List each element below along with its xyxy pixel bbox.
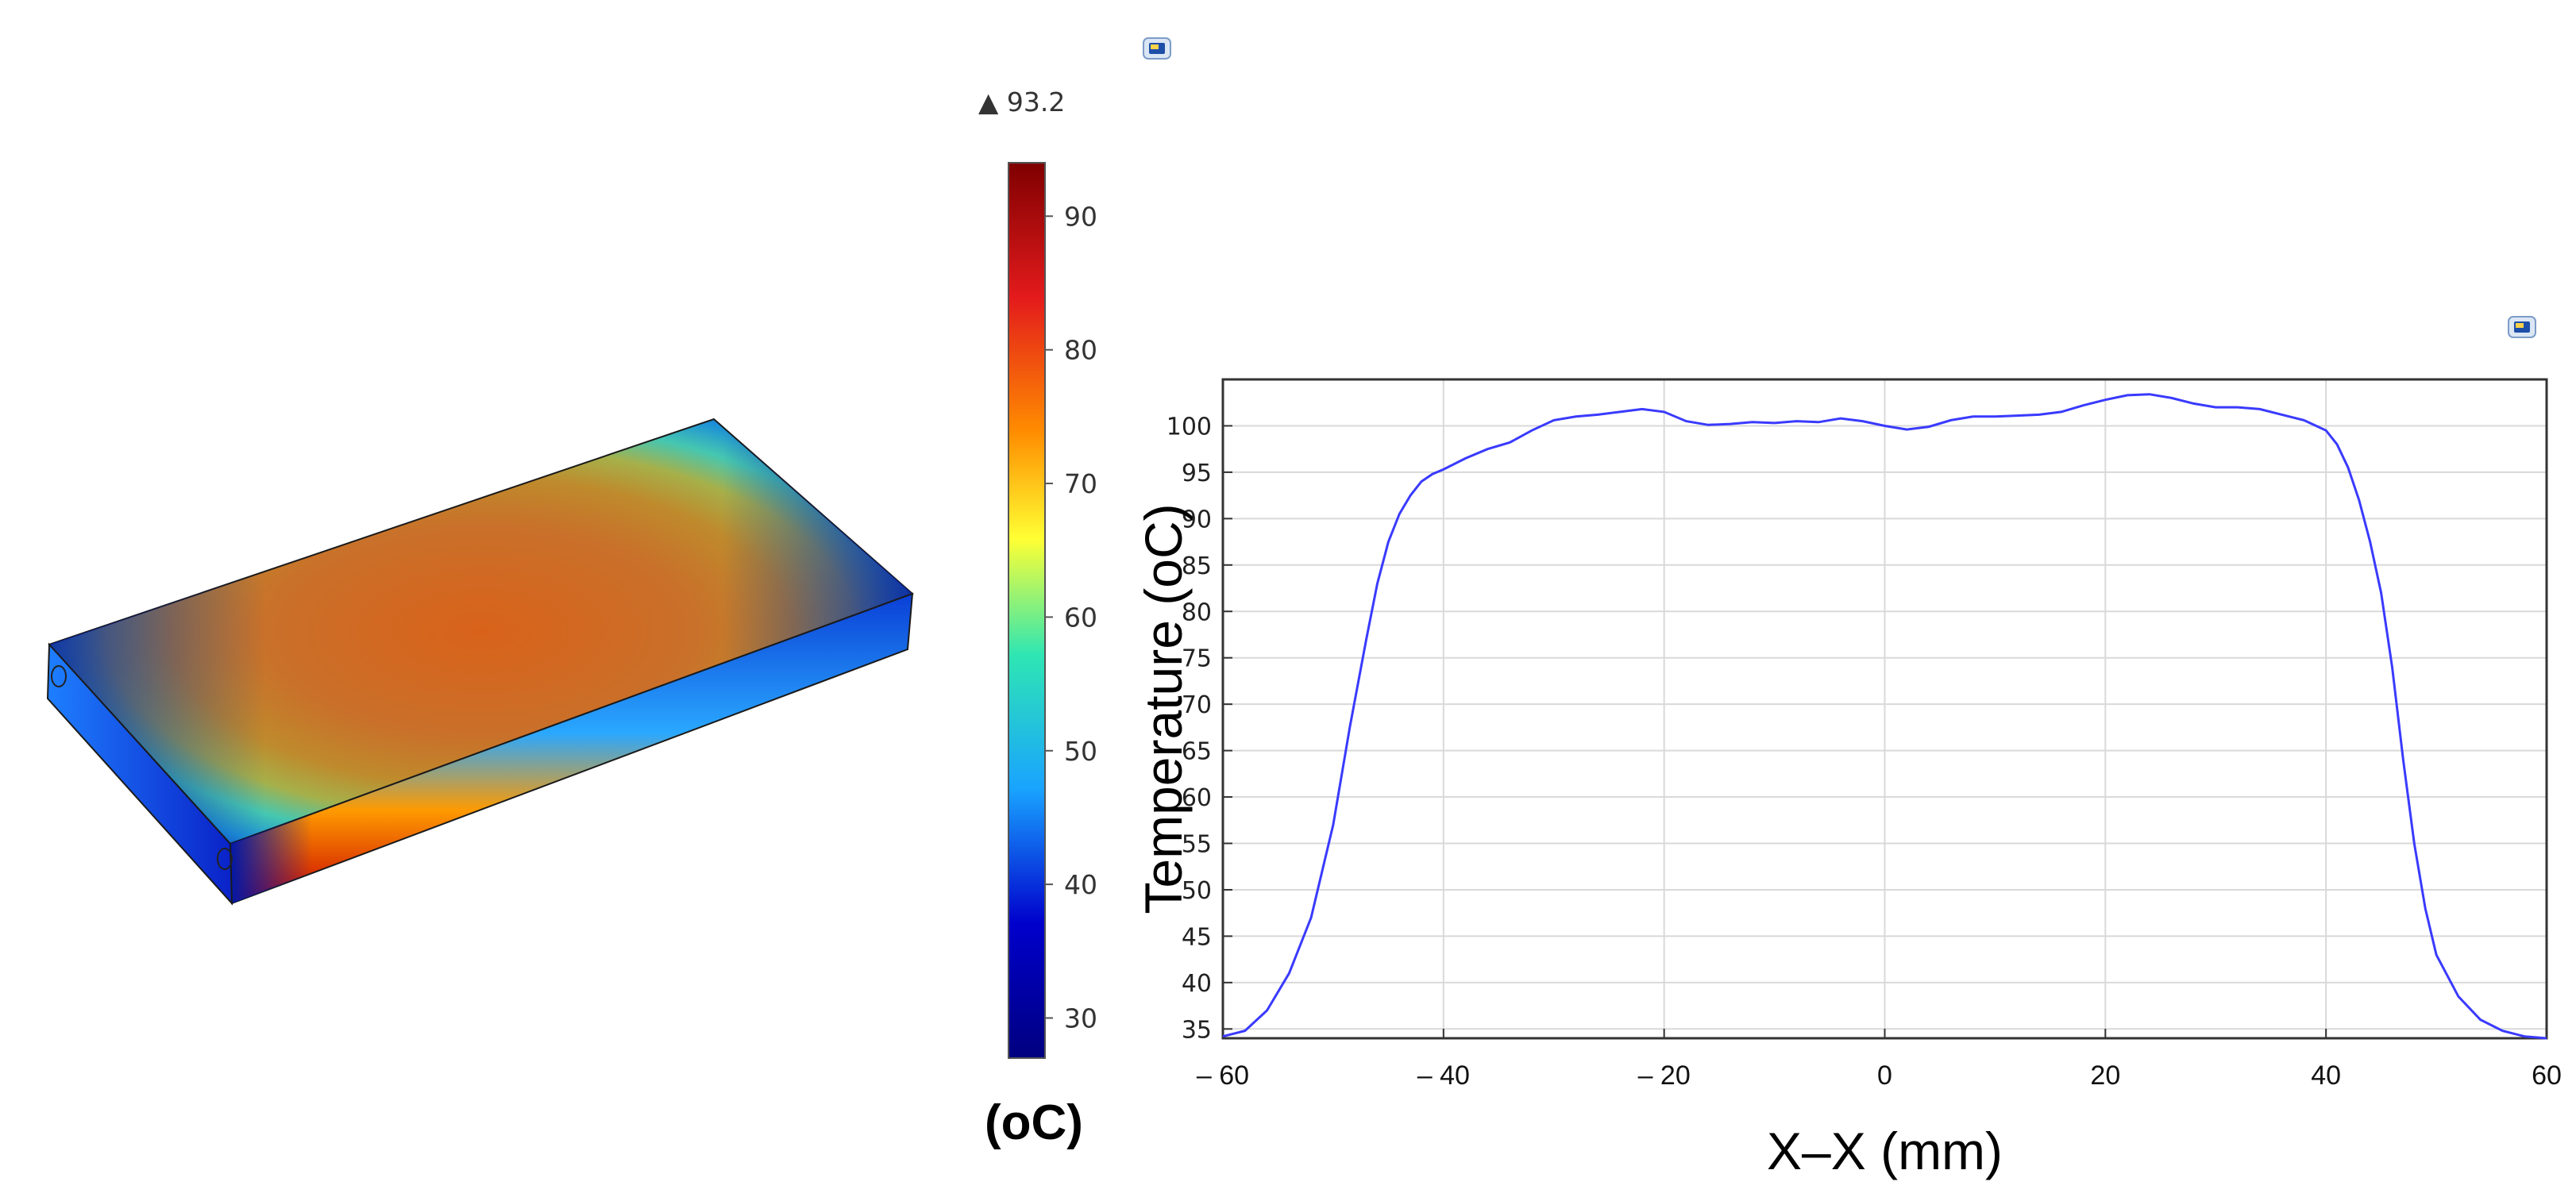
y-tick-label: 85 — [1182, 552, 1212, 580]
colorbar-tick-label: 30 — [1064, 1003, 1097, 1033]
y-axis-label: Temperature (oC) — [1136, 503, 1193, 914]
colorbar-ticks: 90 80 70 60 50 40 30 — [1045, 201, 1097, 1033]
colorbar-tick-label: 50 — [1064, 736, 1097, 767]
temperature-profile-plot[interactable]: 35 40 45 50 55 60 65 70 75 80 85 90 95 100 – 60– 40– … — [1134, 270, 2576, 1193]
x-tick-label: 0 — [1877, 1060, 1892, 1091]
window-icon[interactable] — [1140, 33, 1175, 65]
colorbar-max-marker: ▲ 93.2 — [978, 87, 1065, 117]
x-axis-ticks: – 60 – 40 – 20 0 20 40 60 — [1197, 1029, 2562, 1091]
y-tick-label: 65 — [1182, 738, 1212, 766]
colorbar-unit: (oC) — [985, 1095, 1083, 1150]
y-axis-ticks: 35 40 45 50 55 60 65 70 75 80 85 90 95 100 — [1167, 413, 1232, 1044]
y-tick-label: 45 — [1182, 923, 1212, 951]
x-axis-label: X–X (mm) — [1767, 1122, 2003, 1180]
y-tick-label: 70 — [1182, 691, 1212, 719]
x-tick-label: 60 — [2532, 1060, 2562, 1091]
colorbar: ▲ 93.2 90 80 70 60 50 40 30 (oC) — [937, 0, 1151, 1193]
y-tick-label: 90 — [1182, 506, 1212, 533]
y-tick-label: 55 — [1182, 831, 1212, 859]
x-tick-label: 40 — [2311, 1060, 2341, 1091]
y-tick-label: 80 — [1182, 598, 1212, 626]
y-tick-label: 75 — [1182, 645, 1212, 673]
y-tick-label: 100 — [1167, 413, 1212, 441]
colorbar-tick-label: 70 — [1064, 468, 1097, 499]
colorbar-gradient — [1008, 162, 1046, 1059]
y-tick-label: 35 — [1182, 1016, 1212, 1044]
x-tick-label: – 40 — [1417, 1060, 1470, 1091]
y-tick-label: 40 — [1182, 970, 1212, 998]
x-tick-label: 20 — [2090, 1060, 2120, 1091]
x-tick-label: – 20 — [1638, 1060, 1691, 1091]
series-line — [1222, 393, 2547, 1040]
colorbar-tick-label: 90 — [1064, 201, 1097, 232]
colorbar-tick-label: 60 — [1064, 602, 1097, 633]
y-tick-label: 95 — [1182, 460, 1212, 487]
heated-block-render — [46, 418, 914, 906]
grid-lines — [1222, 379, 2547, 1038]
y-tick-label: 50 — [1182, 877, 1212, 905]
window-icon[interactable] — [2505, 312, 2540, 344]
colorbar-tick-label: 40 — [1064, 869, 1097, 900]
model-3d-view[interactable] — [0, 0, 953, 1193]
x-tick-label: – 60 — [1197, 1060, 1249, 1091]
colorbar-tick-label: 80 — [1064, 335, 1097, 366]
y-tick-label: 60 — [1182, 784, 1212, 812]
